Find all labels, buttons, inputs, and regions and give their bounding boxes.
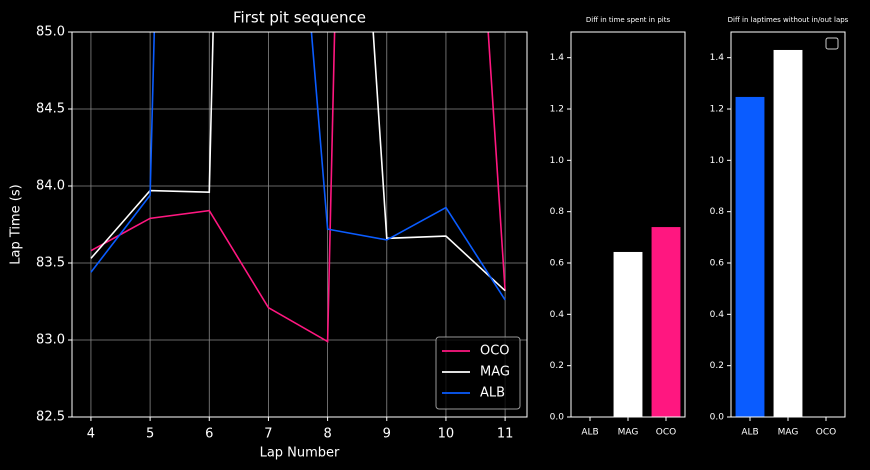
y-tick-label: 0.6 — [550, 259, 565, 269]
legend-label: ALB — [480, 386, 505, 401]
y-tick-label: 0.2 — [550, 361, 564, 371]
x-tick-label: MAG — [778, 428, 799, 438]
y-tick-label: 84.0 — [36, 179, 65, 194]
y-axis-label: Lap Time (s) — [9, 184, 24, 264]
y-tick-label: 85.0 — [36, 25, 65, 40]
x-axis-label: Lap Number — [260, 446, 340, 461]
y-tick-label: 0.8 — [710, 207, 725, 217]
legend-label: MAG — [480, 365, 510, 380]
bar — [735, 96, 765, 417]
x-tick-label: ALB — [741, 428, 758, 438]
x-tick-label: 4 — [87, 427, 95, 442]
x-tick-label: ALB — [581, 428, 598, 438]
legend-box — [435, 336, 521, 410]
y-tick-label: 1.4 — [550, 53, 565, 63]
y-tick-label: 83.5 — [36, 256, 65, 271]
x-tick-label: OCO — [656, 428, 676, 438]
chart-title: Diff in time spent in pits — [586, 16, 671, 24]
x-tick-label: 5 — [146, 427, 154, 442]
y-tick-label: 0.8 — [550, 207, 565, 217]
y-tick-label: 1.4 — [710, 53, 725, 63]
y-tick-label: 0.2 — [710, 361, 724, 371]
bar — [651, 227, 681, 417]
x-tick-label: 11 — [497, 427, 514, 442]
empty-legend — [825, 37, 839, 50]
x-tick-label: 6 — [205, 427, 213, 442]
y-tick-label: 0.4 — [710, 310, 725, 320]
x-tick-label: OCO — [816, 428, 836, 438]
x-tick-label: 7 — [264, 427, 272, 442]
axes-frame — [730, 31, 846, 418]
y-tick-label: 0.0 — [710, 413, 725, 423]
y-tick-label: 1.2 — [710, 105, 724, 115]
x-tick-label: 9 — [383, 427, 391, 442]
y-tick-label: 1.0 — [550, 156, 565, 166]
axes-frame — [570, 31, 686, 418]
y-tick-label: 0.4 — [550, 310, 565, 320]
chart-title: Diff in laptimes without in/out laps — [728, 16, 849, 24]
bar — [773, 49, 803, 417]
y-tick-label: 0.0 — [550, 413, 565, 423]
chart-title: First pit sequence — [233, 9, 366, 27]
y-tick-label: 1.2 — [550, 105, 564, 115]
x-tick-label: MAG — [618, 428, 639, 438]
y-tick-label: 84.5 — [36, 102, 65, 117]
bar — [613, 251, 643, 417]
axes-frame — [71, 31, 528, 418]
y-tick-label: 82.5 — [36, 410, 65, 425]
x-tick-label: 8 — [323, 427, 331, 442]
plot-area — [90, 32, 506, 343]
legend-label: OCO — [480, 344, 510, 359]
y-tick-label: 83.0 — [36, 333, 65, 348]
series-line — [90, 32, 506, 301]
x-tick-label: 10 — [438, 427, 455, 442]
y-tick-label: 0.6 — [710, 259, 725, 269]
series-line — [90, 32, 506, 343]
y-tick-label: 1.0 — [710, 156, 725, 166]
series-line — [90, 32, 506, 292]
